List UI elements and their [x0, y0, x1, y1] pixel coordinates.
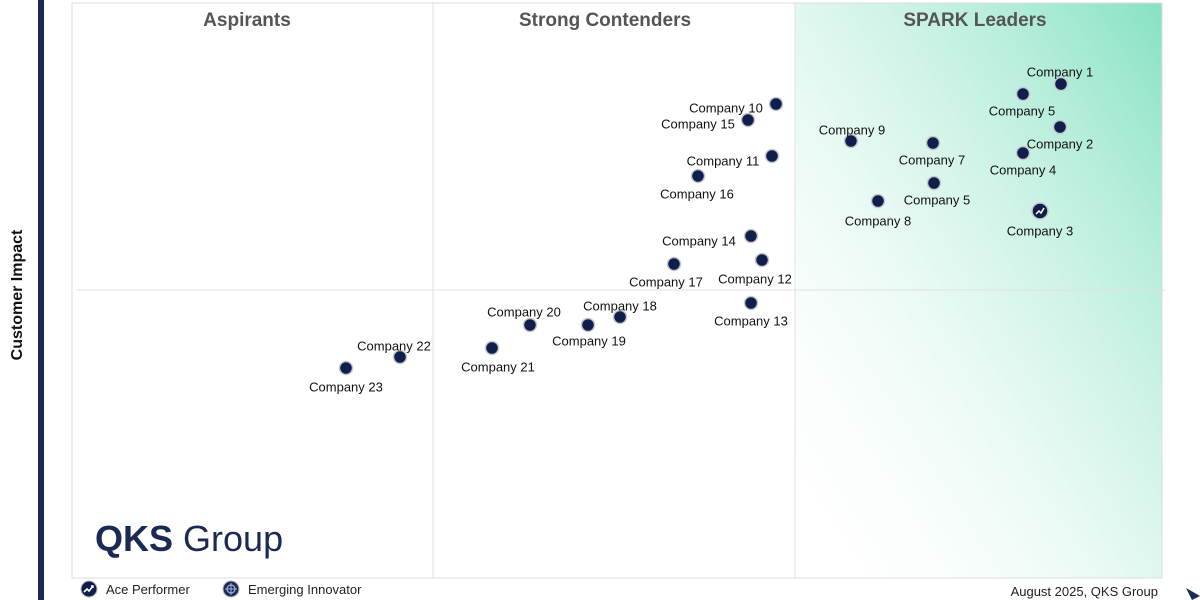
point-marker: [754, 252, 770, 268]
point-label: Company 13: [714, 313, 788, 328]
data-point: Company 12: [718, 252, 792, 286]
corner-arrow-icon: [1186, 588, 1200, 600]
point-label: Company 22: [357, 338, 431, 353]
data-point: Company 11: [687, 148, 780, 168]
point-marker: [925, 135, 941, 151]
data-point: Company 19: [552, 317, 626, 348]
data-point: Company 9: [819, 122, 885, 149]
point-label: Company 23: [309, 379, 383, 394]
data-point: Company 13: [714, 295, 788, 328]
point-label: Company 3: [1007, 223, 1073, 238]
point-marker: [768, 96, 784, 112]
point-label: Company 15: [661, 116, 735, 131]
point-label: Company 2: [1027, 136, 1093, 151]
point-marker: [580, 317, 596, 333]
point-marker: [522, 317, 538, 333]
point-label: Company 19: [552, 333, 626, 348]
region-title-strong-contenders: Strong Contenders: [519, 10, 691, 31]
point-marker: [690, 168, 706, 184]
point-label: Company 18: [583, 298, 657, 313]
point-marker: [338, 360, 354, 376]
data-point: Company 18: [583, 298, 657, 325]
point-marker: [743, 295, 759, 311]
ace-performer-icon: [80, 580, 98, 598]
point-marker: [870, 193, 886, 209]
data-point: Company 8: [845, 193, 911, 228]
point-label: Company 5: [904, 192, 970, 207]
data-point: Company 15: [661, 112, 756, 131]
point-label: Company 7: [899, 152, 965, 167]
data-point: Company 10: [689, 96, 784, 115]
emerging-innovator-icon: [222, 580, 240, 598]
data-point: Company 5: [904, 175, 970, 207]
point-label: Company 8: [845, 213, 911, 228]
data-point: Company 1: [1027, 64, 1093, 92]
point-marker: [764, 148, 780, 164]
data-point: Company 21: [461, 340, 535, 374]
left-accent-bar: [38, 0, 44, 600]
point-label: Company 16: [660, 186, 734, 201]
legend-emerging-label: Emerging Innovator: [248, 581, 362, 597]
footer-credit: August 2025, QKS Group: [1010, 584, 1158, 599]
point-marker: [1052, 119, 1068, 135]
point-label: Company 9: [819, 122, 885, 137]
point-label: Company 4: [990, 162, 1056, 177]
legend-emerging-innovator: Emerging Innovator: [222, 580, 361, 598]
point-label: Company 12: [718, 271, 792, 286]
point-marker: [1015, 145, 1031, 161]
point-marker: [484, 340, 500, 356]
point-label: Company 14: [662, 233, 736, 248]
data-point: Company 2: [1027, 119, 1093, 151]
data-point: Company 16: [660, 168, 734, 201]
data-point: Company 20: [487, 304, 561, 333]
legend-ace-performer: Ace Performer: [80, 580, 190, 598]
point-label: Company 1: [1027, 64, 1093, 79]
point-marker: [612, 309, 628, 325]
trend-up-icon: [1035, 207, 1045, 215]
data-point: Company 23: [309, 360, 383, 394]
data-point: Company 17: [629, 256, 703, 289]
point-label: Company 17: [629, 274, 703, 289]
point-label: Company 10: [689, 100, 763, 115]
region-title-spark-leaders: SPARK Leaders: [903, 10, 1046, 31]
legend-ace-label: Ace Performer: [106, 581, 190, 597]
data-point: Company 14: [662, 228, 759, 248]
point-marker: [926, 175, 942, 191]
point-marker: [843, 133, 859, 149]
data-point: Company 22: [357, 338, 431, 365]
data-points: Company 1 Company 5 Company 2 Company 4 Comp…: [309, 64, 1093, 394]
point-label: Company 11: [687, 153, 760, 168]
point-marker: [743, 228, 759, 244]
region-title-aspirants: Aspirants: [203, 10, 291, 31]
data-point: Company 5: [989, 86, 1055, 118]
data-point: Company 3: [1007, 202, 1073, 238]
point-label: Company 21: [461, 359, 535, 374]
point-label: Company 20: [487, 304, 561, 319]
qks-group-logo: QKS Group: [95, 518, 284, 559]
point-marker: [1053, 76, 1069, 92]
data-point: Company 4: [990, 145, 1056, 177]
point-marker: [666, 256, 682, 272]
point-label: Company 5: [989, 103, 1055, 118]
point-marker: [392, 349, 408, 365]
point-marker: [740, 112, 756, 128]
point-marker: [1015, 86, 1031, 102]
data-point: Company 7: [899, 135, 965, 167]
